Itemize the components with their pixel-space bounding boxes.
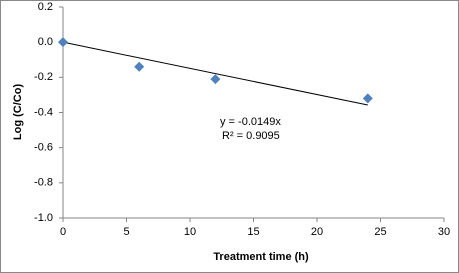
y-tick-label: 0.0 bbox=[38, 36, 53, 48]
x-axis-title: Treatment time (h) bbox=[213, 251, 309, 263]
equation-label: y = -0.0149x bbox=[220, 116, 281, 128]
x-tick-label: 15 bbox=[247, 226, 259, 238]
x-tick-label: 10 bbox=[184, 226, 196, 238]
data-point bbox=[210, 74, 221, 85]
y-axis-title: Log (C/Co) bbox=[12, 84, 24, 141]
x-tick-label: 25 bbox=[374, 226, 386, 238]
x-tick-label: 0 bbox=[60, 226, 66, 238]
x-tick-label: 5 bbox=[123, 226, 129, 238]
y-tick-label: -0.2 bbox=[34, 71, 53, 83]
r-squared-label: R² = 0.9095 bbox=[222, 130, 280, 142]
y-tick-label: -0.8 bbox=[34, 177, 53, 189]
y-tick-label: 0.2 bbox=[38, 1, 53, 13]
trendline bbox=[62, 41, 368, 106]
data-point bbox=[134, 61, 145, 72]
x-tick-label: 20 bbox=[311, 226, 323, 238]
y-tick-label: -0.6 bbox=[34, 142, 53, 154]
x-tick-label: 30 bbox=[438, 226, 450, 238]
data-point bbox=[58, 37, 68, 48]
data-point bbox=[362, 93, 373, 104]
y-tick-label: -1.0 bbox=[34, 212, 53, 224]
y-tick-label: -0.4 bbox=[34, 106, 53, 118]
